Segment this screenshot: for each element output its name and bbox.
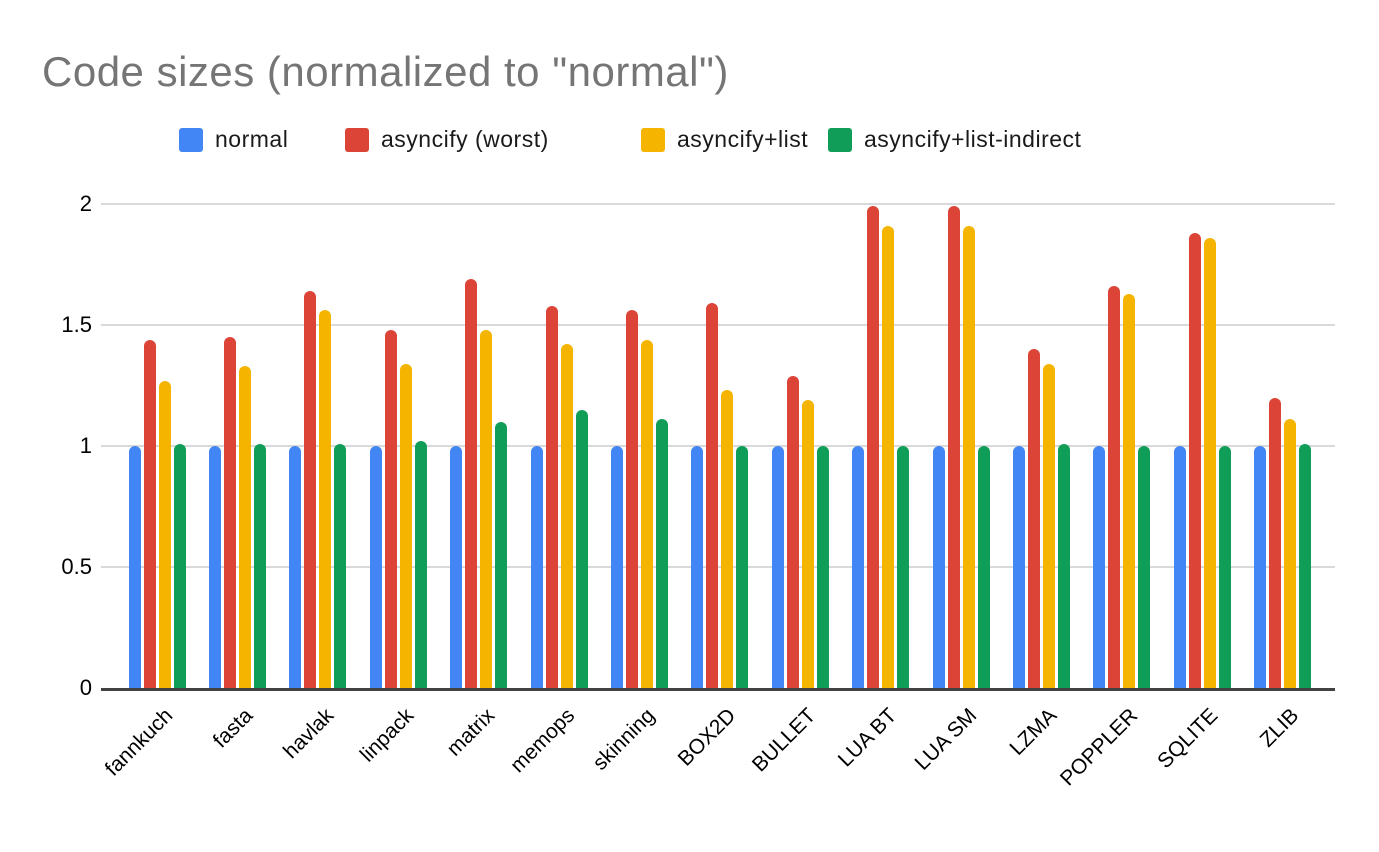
bar-asyncify-worst-zlib (1269, 397, 1282, 688)
bar-asyncify-worst-fannkuch (143, 339, 156, 688)
bar-asyncify-worst-lua-bt (867, 206, 880, 688)
x-axis-label-lua-bt: LUA BT (833, 704, 901, 772)
plot-area (101, 203, 1335, 688)
bar-asyncify-worst-memops (545, 305, 558, 688)
bar-asyncify-list-indirect-fasta (253, 443, 266, 688)
y-axis-tick-0: 0 (79, 675, 92, 700)
bar-normal-lua-bt (852, 446, 865, 688)
legend-label-asyncify-worst: asyncify (worst) (381, 126, 549, 152)
bar-asyncify-list-indirect-havlak (334, 443, 347, 688)
x-axis-label-lzma: LZMA (1005, 704, 1062, 760)
x-axis-label-memops: memops (506, 704, 580, 778)
bar-asyncify-worst-lzma (1027, 349, 1040, 688)
bar-asyncify-worst-matrix (465, 279, 478, 688)
bar-asyncify-worst-bullet (786, 375, 799, 688)
y-axis-tick-1.5: 1.5 (61, 312, 92, 337)
bar-asyncify-list-lua-bt (882, 225, 895, 688)
bar-normal-box2d (691, 446, 704, 688)
bar-normal-memops (530, 446, 543, 688)
legend-item-asyncify-list-indirect: asyncify+list-indirect (828, 126, 1081, 153)
bar-asyncify-worst-skinning (625, 310, 638, 688)
bar-asyncify-list-bullet (801, 400, 814, 688)
bar-normal-sqlite (1173, 446, 1186, 688)
bar-asyncify-list-linpack (399, 363, 412, 688)
chart-legend: normal asyncify (worst) asyncify+list async… (0, 126, 1379, 158)
bar-asyncify-worst-havlak (304, 291, 317, 688)
bar-normal-fannkuch (128, 446, 141, 688)
bar-normal-lua-sm (932, 446, 945, 688)
legend-item-asyncify-list: asyncify+list (641, 126, 808, 153)
bar-asyncify-list-indirect-skinning (655, 419, 668, 688)
gridline-2 (101, 203, 1335, 205)
y-axis-tick-0.5: 0.5 (61, 554, 92, 579)
x-axis-label-box2d: BOX2D (673, 704, 741, 771)
legend-swatch-asyncify-list (641, 127, 665, 152)
bar-asyncify-list-indirect-bullet (816, 446, 829, 688)
x-axis-label-linpack: linpack (355, 704, 419, 767)
legend-swatch-normal (179, 127, 203, 152)
y-axis-tick-1: 1 (79, 433, 92, 458)
y-axis-tick-2: 2 (79, 191, 92, 216)
bar-asyncify-list-lzma (1042, 363, 1055, 688)
bar-asyncify-list-indirect-lua-bt (897, 446, 910, 688)
bar-asyncify-worst-fasta (223, 337, 236, 688)
bar-asyncify-list-matrix (480, 329, 493, 688)
bar-asyncify-list-indirect-zlib (1299, 443, 1312, 688)
x-axis-label-matrix: matrix (442, 704, 499, 761)
legend-label-asyncify-list: asyncify+list (677, 126, 809, 152)
x-axis-label-fannkuch: fannkuch (100, 704, 178, 781)
x-axis-label-sqlite: SQLITE (1153, 704, 1223, 774)
x-axis-label-bullet: BULLET (748, 704, 821, 777)
x-axis-label-zlib: ZLIB (1255, 704, 1303, 752)
bar-asyncify-list-indirect-lua-sm (977, 446, 990, 688)
bar-asyncify-list-indirect-poppler (1138, 446, 1151, 688)
bar-asyncify-list-havlak (319, 310, 332, 688)
bar-asyncify-worst-linpack (384, 329, 397, 688)
x-axis-label-fasta: fasta (209, 704, 258, 753)
bar-asyncify-worst-sqlite (1188, 233, 1201, 688)
bar-normal-bullet (771, 446, 784, 688)
bar-normal-skinning (610, 446, 623, 688)
bar-normal-fasta (208, 446, 221, 688)
bar-asyncify-list-poppler (1123, 293, 1136, 688)
bar-asyncify-list-indirect-sqlite (1218, 446, 1231, 688)
legend-swatch-asyncify-worst (345, 127, 369, 152)
legend-item-asyncify-worst: asyncify (worst) (345, 126, 549, 153)
bar-asyncify-list-indirect-memops (575, 409, 588, 688)
bar-normal-zlib (1254, 446, 1267, 688)
legend-label-asyncify-list-indirect: asyncify+list-indirect (864, 126, 1082, 152)
bar-asyncify-list-indirect-box2d (736, 446, 749, 688)
x-axis-label-lua-sm: LUA SM (910, 704, 982, 775)
bar-normal-lzma (1012, 446, 1025, 688)
bar-asyncify-list-indirect-fannkuch (173, 443, 186, 688)
bar-normal-matrix (450, 446, 463, 688)
x-axis-label-havlak: havlak (278, 704, 339, 764)
chart-title: Code sizes (normalized to "normal") (42, 48, 729, 95)
bar-normal-linpack (369, 446, 382, 688)
bar-asyncify-list-sqlite (1203, 237, 1216, 688)
bar-asyncify-worst-box2d (706, 303, 719, 688)
x-axis-label-poppler: POPPLER (1055, 704, 1143, 791)
bar-asyncify-list-indirect-matrix (495, 421, 508, 688)
x-axis-label-skinning: skinning (588, 704, 660, 775)
bar-asyncify-list-memops (560, 344, 573, 688)
bar-asyncify-list-skinning (640, 339, 653, 688)
bar-normal-poppler (1093, 446, 1106, 688)
bar-asyncify-worst-lua-sm (947, 206, 960, 688)
bar-asyncify-list-fasta (238, 366, 251, 688)
bar-asyncify-list-indirect-lzma (1057, 443, 1070, 688)
bar-asyncify-list-box2d (721, 390, 734, 688)
bar-asyncify-list-zlib (1284, 419, 1297, 688)
x-axis-line (101, 688, 1335, 691)
legend-label-normal: normal (215, 126, 289, 152)
bar-asyncify-worst-poppler (1108, 286, 1121, 688)
bar-asyncify-list-fannkuch (158, 380, 171, 688)
legend-item-normal: normal (179, 126, 288, 153)
bar-asyncify-list-indirect-linpack (414, 441, 427, 688)
legend-swatch-asyncify-list-indirect (828, 127, 852, 152)
bar-normal-havlak (289, 446, 302, 688)
bar-asyncify-list-lua-sm (962, 225, 975, 688)
